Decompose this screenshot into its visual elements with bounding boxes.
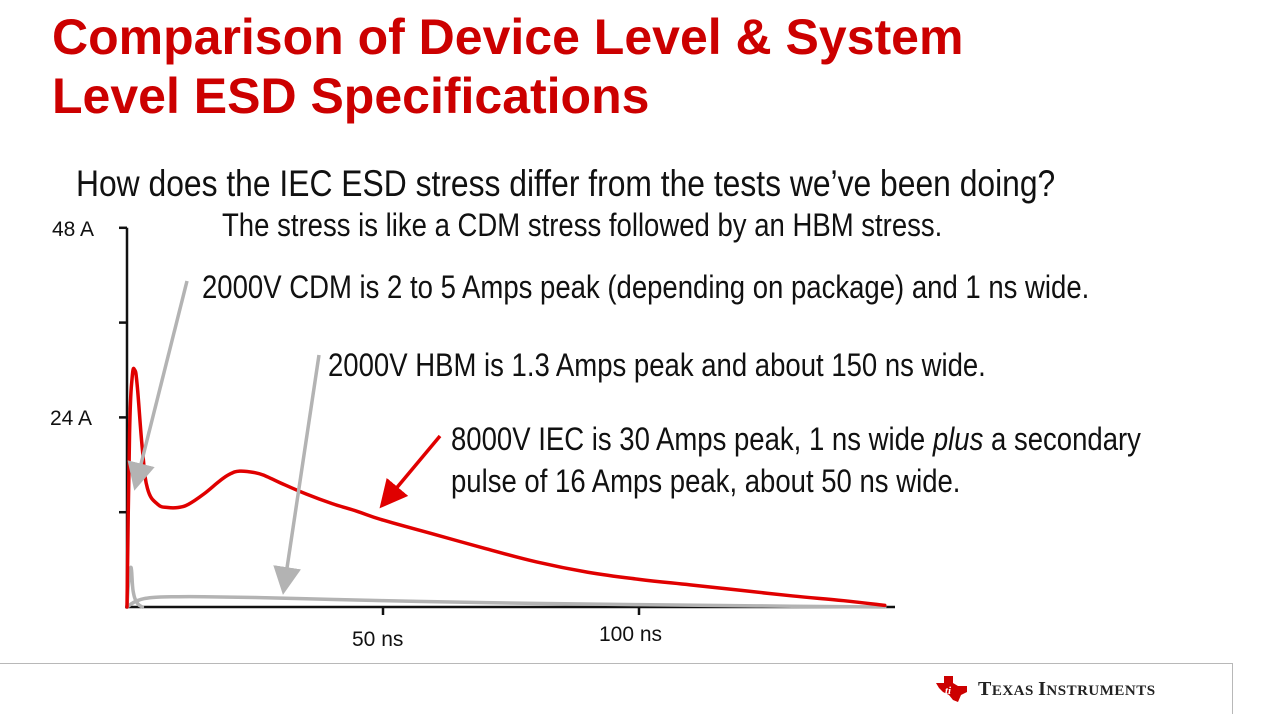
callout-arrows [127, 280, 442, 595]
chart-series-layer [125, 366, 887, 609]
svg-text:ti: ti [945, 685, 952, 697]
question-text: How does the IEC ESD stress differ from … [76, 163, 1056, 204]
x-tick-label-100ns: 100 ns [599, 623, 663, 646]
title-line-1: Comparison of Device Level & System [52, 9, 964, 65]
hbm-annotation: 2000V HBM is 1.3 Amps peak and about 150… [328, 347, 986, 383]
iec-annotation-part-2: a secondary [983, 421, 1141, 457]
cdm-callout-arrow [127, 280, 189, 491]
title-line-2: Level ESD Specifications [52, 68, 650, 124]
series-8000v-iec-line [125, 366, 887, 609]
ti-wordmark: TEXAS INSTRUMENTS [978, 677, 1156, 700]
footer-divider-right [1232, 663, 1233, 714]
hbm-callout-arrow [273, 354, 321, 595]
iec-annotation-emphasis: plus [932, 421, 984, 457]
texas-instruments-logo: ti TEXAS INSTRUMENTS [934, 674, 1156, 704]
iec-annotation-line-1: 8000V IEC is 30 Amps peak, 1 ns wide plu… [451, 420, 1141, 458]
iec-annotation-line-2: pulse of 16 Amps peak, about 50 ns wide. [451, 463, 961, 499]
cdm-annotation: 2000V CDM is 2 to 5 Amps peak (depending… [202, 269, 1090, 305]
slide-title: Comparison of Device Level & System Leve… [52, 8, 1232, 126]
footer-divider [0, 663, 1233, 664]
iec-callout-arrow [379, 434, 442, 509]
y-tick-label-48a: 48 A [52, 218, 95, 241]
iec-annotation-part-1: 8000V IEC is 30 Amps peak, 1 ns wide [451, 421, 933, 457]
y-tick-label-24a: 24 A [50, 407, 93, 430]
series-2000v-hbm-line [125, 594, 887, 609]
stress-statement: The stress is like a CDM stress followed… [222, 207, 943, 243]
x-tick-label-50ns: 50 ns [352, 628, 404, 651]
ti-state-icon: ti [936, 676, 967, 702]
